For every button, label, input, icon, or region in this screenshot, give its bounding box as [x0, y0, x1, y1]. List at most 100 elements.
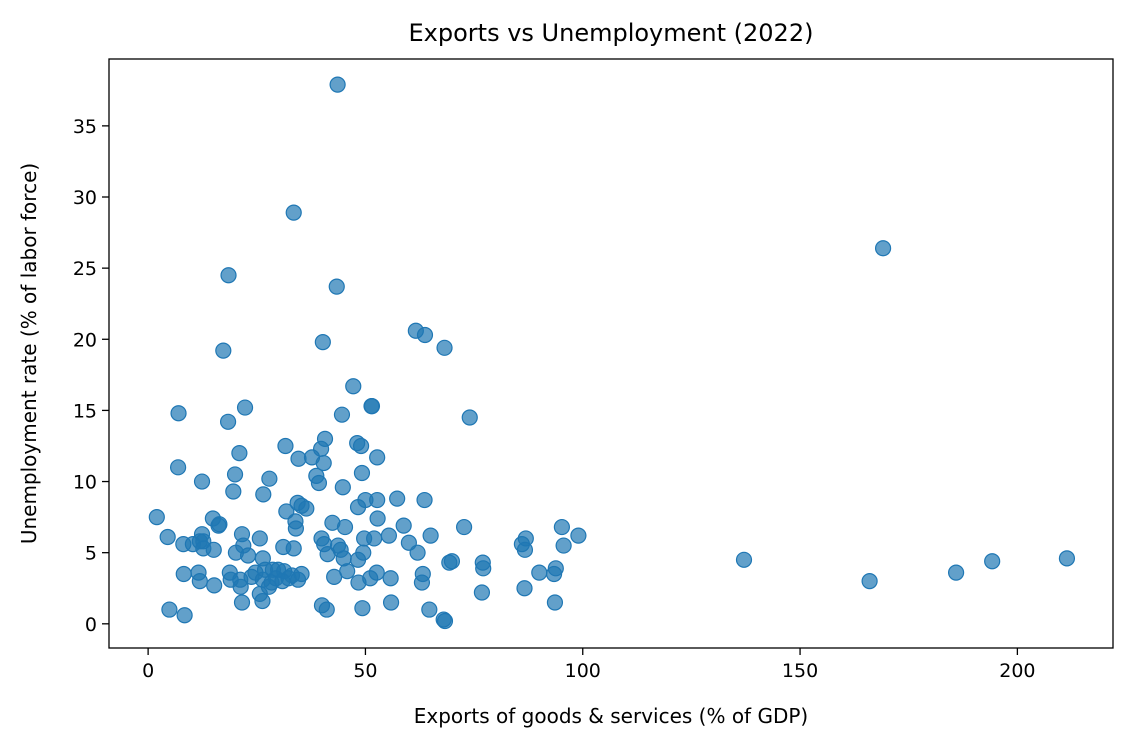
data-point: [455, 518, 473, 536]
data-point: [236, 399, 254, 416]
data-point: [352, 437, 370, 455]
data-point: [206, 577, 223, 594]
chart-title: Exports vs Unemployment (2022): [409, 19, 814, 47]
data-point: [232, 578, 249, 595]
data-point: [947, 564, 965, 581]
x-tick-label: 200: [999, 660, 1035, 682]
data-point: [421, 601, 438, 618]
data-point: [334, 479, 351, 496]
data-point: [546, 594, 564, 611]
y-tick-label: 15: [73, 400, 97, 422]
data-point: [261, 470, 278, 487]
data-point: [436, 339, 453, 356]
data-point: [215, 342, 232, 359]
data-point: [369, 510, 386, 527]
data-point: [326, 568, 343, 585]
data-point: [349, 551, 367, 568]
data-point: [220, 267, 237, 284]
data-point: [159, 528, 176, 546]
data-point: [175, 565, 192, 583]
data-point: [289, 571, 307, 588]
data-point: [1058, 550, 1076, 567]
data-point: [555, 537, 572, 554]
data-point: [251, 530, 268, 547]
data-point: [416, 326, 434, 344]
data-point: [436, 612, 454, 630]
data-point: [350, 574, 367, 591]
data-point: [984, 553, 1001, 570]
data-point: [389, 490, 406, 507]
data-point: [148, 509, 165, 526]
y-axis-label: Unemployment rate (% of labor force): [17, 163, 41, 544]
data-point: [231, 444, 248, 462]
data-point: [205, 541, 222, 558]
data-point: [395, 517, 412, 534]
data-point: [161, 601, 178, 618]
data-point: [274, 573, 291, 590]
y-tick-label: 20: [73, 329, 97, 351]
y-tick-label: 5: [85, 543, 97, 565]
data-point: [287, 520, 304, 537]
data-point: [516, 580, 533, 597]
data-point: [354, 600, 371, 617]
data-point: [353, 464, 371, 482]
data-point: [382, 570, 399, 587]
data-point: [461, 409, 478, 426]
data-point: [345, 378, 362, 395]
data-point: [193, 473, 211, 490]
x-axis-label: Exports of goods & services (% of GDP): [414, 704, 808, 728]
data-point: [545, 565, 563, 583]
y-tick-label: 30: [73, 187, 97, 209]
data-point: [239, 547, 257, 564]
data-point: [570, 527, 587, 544]
data-point: [553, 518, 570, 536]
data-point: [363, 398, 381, 415]
data-point: [318, 601, 335, 618]
data-point: [861, 573, 878, 590]
x-tick-label: 150: [782, 660, 818, 682]
x-tick-label: 0: [142, 660, 154, 682]
y-tick-label: 0: [85, 614, 97, 636]
data-point: [170, 459, 187, 476]
data-point: [191, 573, 208, 590]
data-point: [475, 560, 492, 577]
data-point: [176, 607, 193, 624]
data-point: [290, 450, 307, 467]
data-point: [874, 240, 892, 257]
data-point: [473, 584, 491, 601]
data-point: [422, 527, 439, 544]
data-point: [319, 546, 336, 563]
data-point: [255, 486, 272, 503]
data-point: [225, 483, 242, 500]
data-point: [298, 500, 315, 517]
data-point: [329, 76, 346, 93]
x-tick-label: 50: [353, 660, 377, 682]
data-point: [409, 544, 426, 561]
data-point: [285, 204, 302, 221]
data-point: [278, 503, 295, 520]
data-point: [219, 413, 237, 430]
data-point: [226, 466, 244, 483]
data-point: [443, 553, 461, 570]
x-tick-label: 100: [565, 660, 601, 682]
data-point: [413, 574, 431, 591]
data-point: [516, 541, 534, 558]
data-point: [380, 527, 398, 544]
data-point: [314, 334, 331, 351]
data-point: [333, 406, 351, 423]
axis-ticks: 0 50 100 150 200 0 5 10 15 20 25 30 35: [73, 116, 1036, 682]
data-point: [315, 454, 332, 472]
data-point: [170, 405, 187, 422]
plot-frame: [108, 58, 1114, 649]
data-point: [531, 564, 548, 581]
data-point: [349, 499, 367, 516]
data-point: [369, 491, 386, 509]
data-point: [285, 540, 302, 557]
data-point: [416, 491, 433, 509]
data-point: [366, 530, 383, 547]
data-point: [254, 592, 271, 610]
data-point: [735, 551, 753, 568]
y-tick-label: 10: [73, 472, 97, 494]
data-point: [336, 518, 354, 536]
